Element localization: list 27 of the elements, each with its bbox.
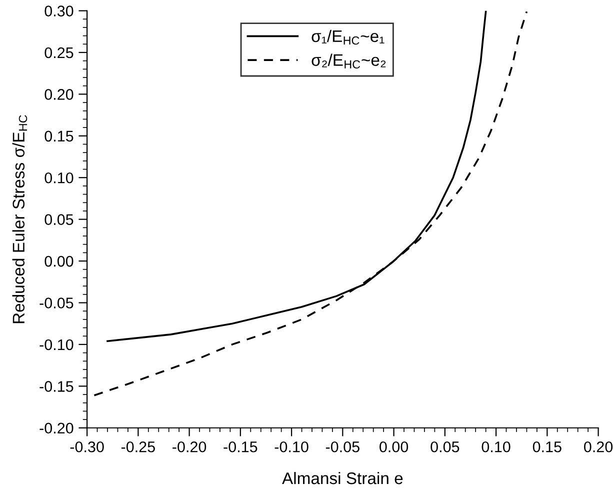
x-tick-label: 0.10 [482,441,510,452]
y-tick-label: 0.30 [44,6,74,16]
y-tick-label: -0.20 [40,422,74,434]
x-tick-label: 0.15 [532,441,562,452]
x-tick-label: 0.05 [430,441,460,452]
y-tick-label: 0.00 [44,256,74,267]
legend-label: σ₂/E$_{HC}$~e₂ [312,54,386,69]
y-tick-label: -0.10 [40,339,74,350]
x-tick-label: -0.05 [326,441,360,452]
y-tick-label: 0.05 [44,214,74,226]
legend-label: σ₁/E$_{HC}$~e₁ [312,30,384,45]
x-tick-label: -0.15 [224,441,258,452]
y-tick-label: 0.25 [44,47,74,58]
y-tick-label: -0.05 [40,298,74,308]
x-tick-label: -0.25 [121,441,155,452]
x-tick-label: -0.20 [172,441,206,452]
x-tick-label: 0.00 [380,441,408,452]
y-tick-label: 0.10 [44,172,74,184]
x-tick-label: -0.10 [274,441,308,452]
y-tick-label: 0.20 [44,89,74,100]
x-tick-label: 0.20 [584,441,613,452]
line-series [93,10,528,396]
y-tick-label: -0.15 [40,381,74,392]
x-axis-title: Almansi Strain e [282,472,403,484]
y-tick-label: 0.15 [44,130,74,142]
x-tick-label: -0.30 [70,441,104,452]
y-axis-title: Reduced Euler Stress σ/E$_{HC}$ [12,115,28,324]
